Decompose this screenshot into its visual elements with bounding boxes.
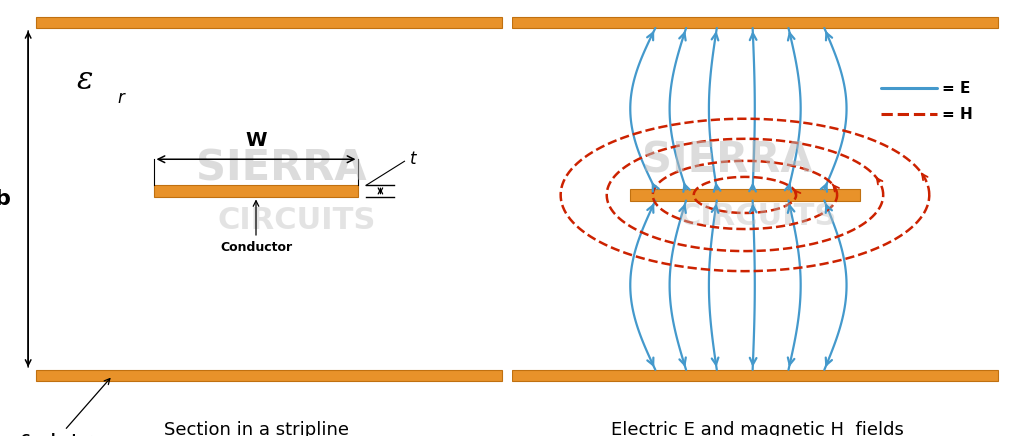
Text: W: W	[246, 131, 266, 150]
Text: CIRCUITS: CIRCUITS	[218, 206, 376, 235]
Text: r: r	[118, 89, 125, 107]
Text: SIERRA: SIERRA	[197, 147, 367, 190]
Bar	[36, 370, 502, 381]
Text: = H: = H	[942, 107, 973, 122]
Text: = E: = E	[942, 81, 971, 96]
Bar	[512, 370, 998, 381]
Text: ε: ε	[77, 65, 93, 96]
Text: CIRCUITS: CIRCUITS	[679, 202, 837, 231]
Text: t: t	[410, 150, 416, 168]
Text: Section in a stripline: Section in a stripline	[164, 421, 348, 436]
Bar	[36, 17, 502, 28]
Bar	[154, 185, 358, 197]
Bar	[630, 189, 860, 201]
Text: Conductor: Conductor	[20, 378, 110, 436]
Text: Electric E and magnetic H  fields: Electric E and magnetic H fields	[611, 421, 904, 436]
Text: SIERRA: SIERRA	[642, 140, 812, 181]
Text: b: b	[0, 189, 10, 209]
Text: Conductor: Conductor	[220, 201, 292, 254]
Bar	[512, 17, 998, 28]
